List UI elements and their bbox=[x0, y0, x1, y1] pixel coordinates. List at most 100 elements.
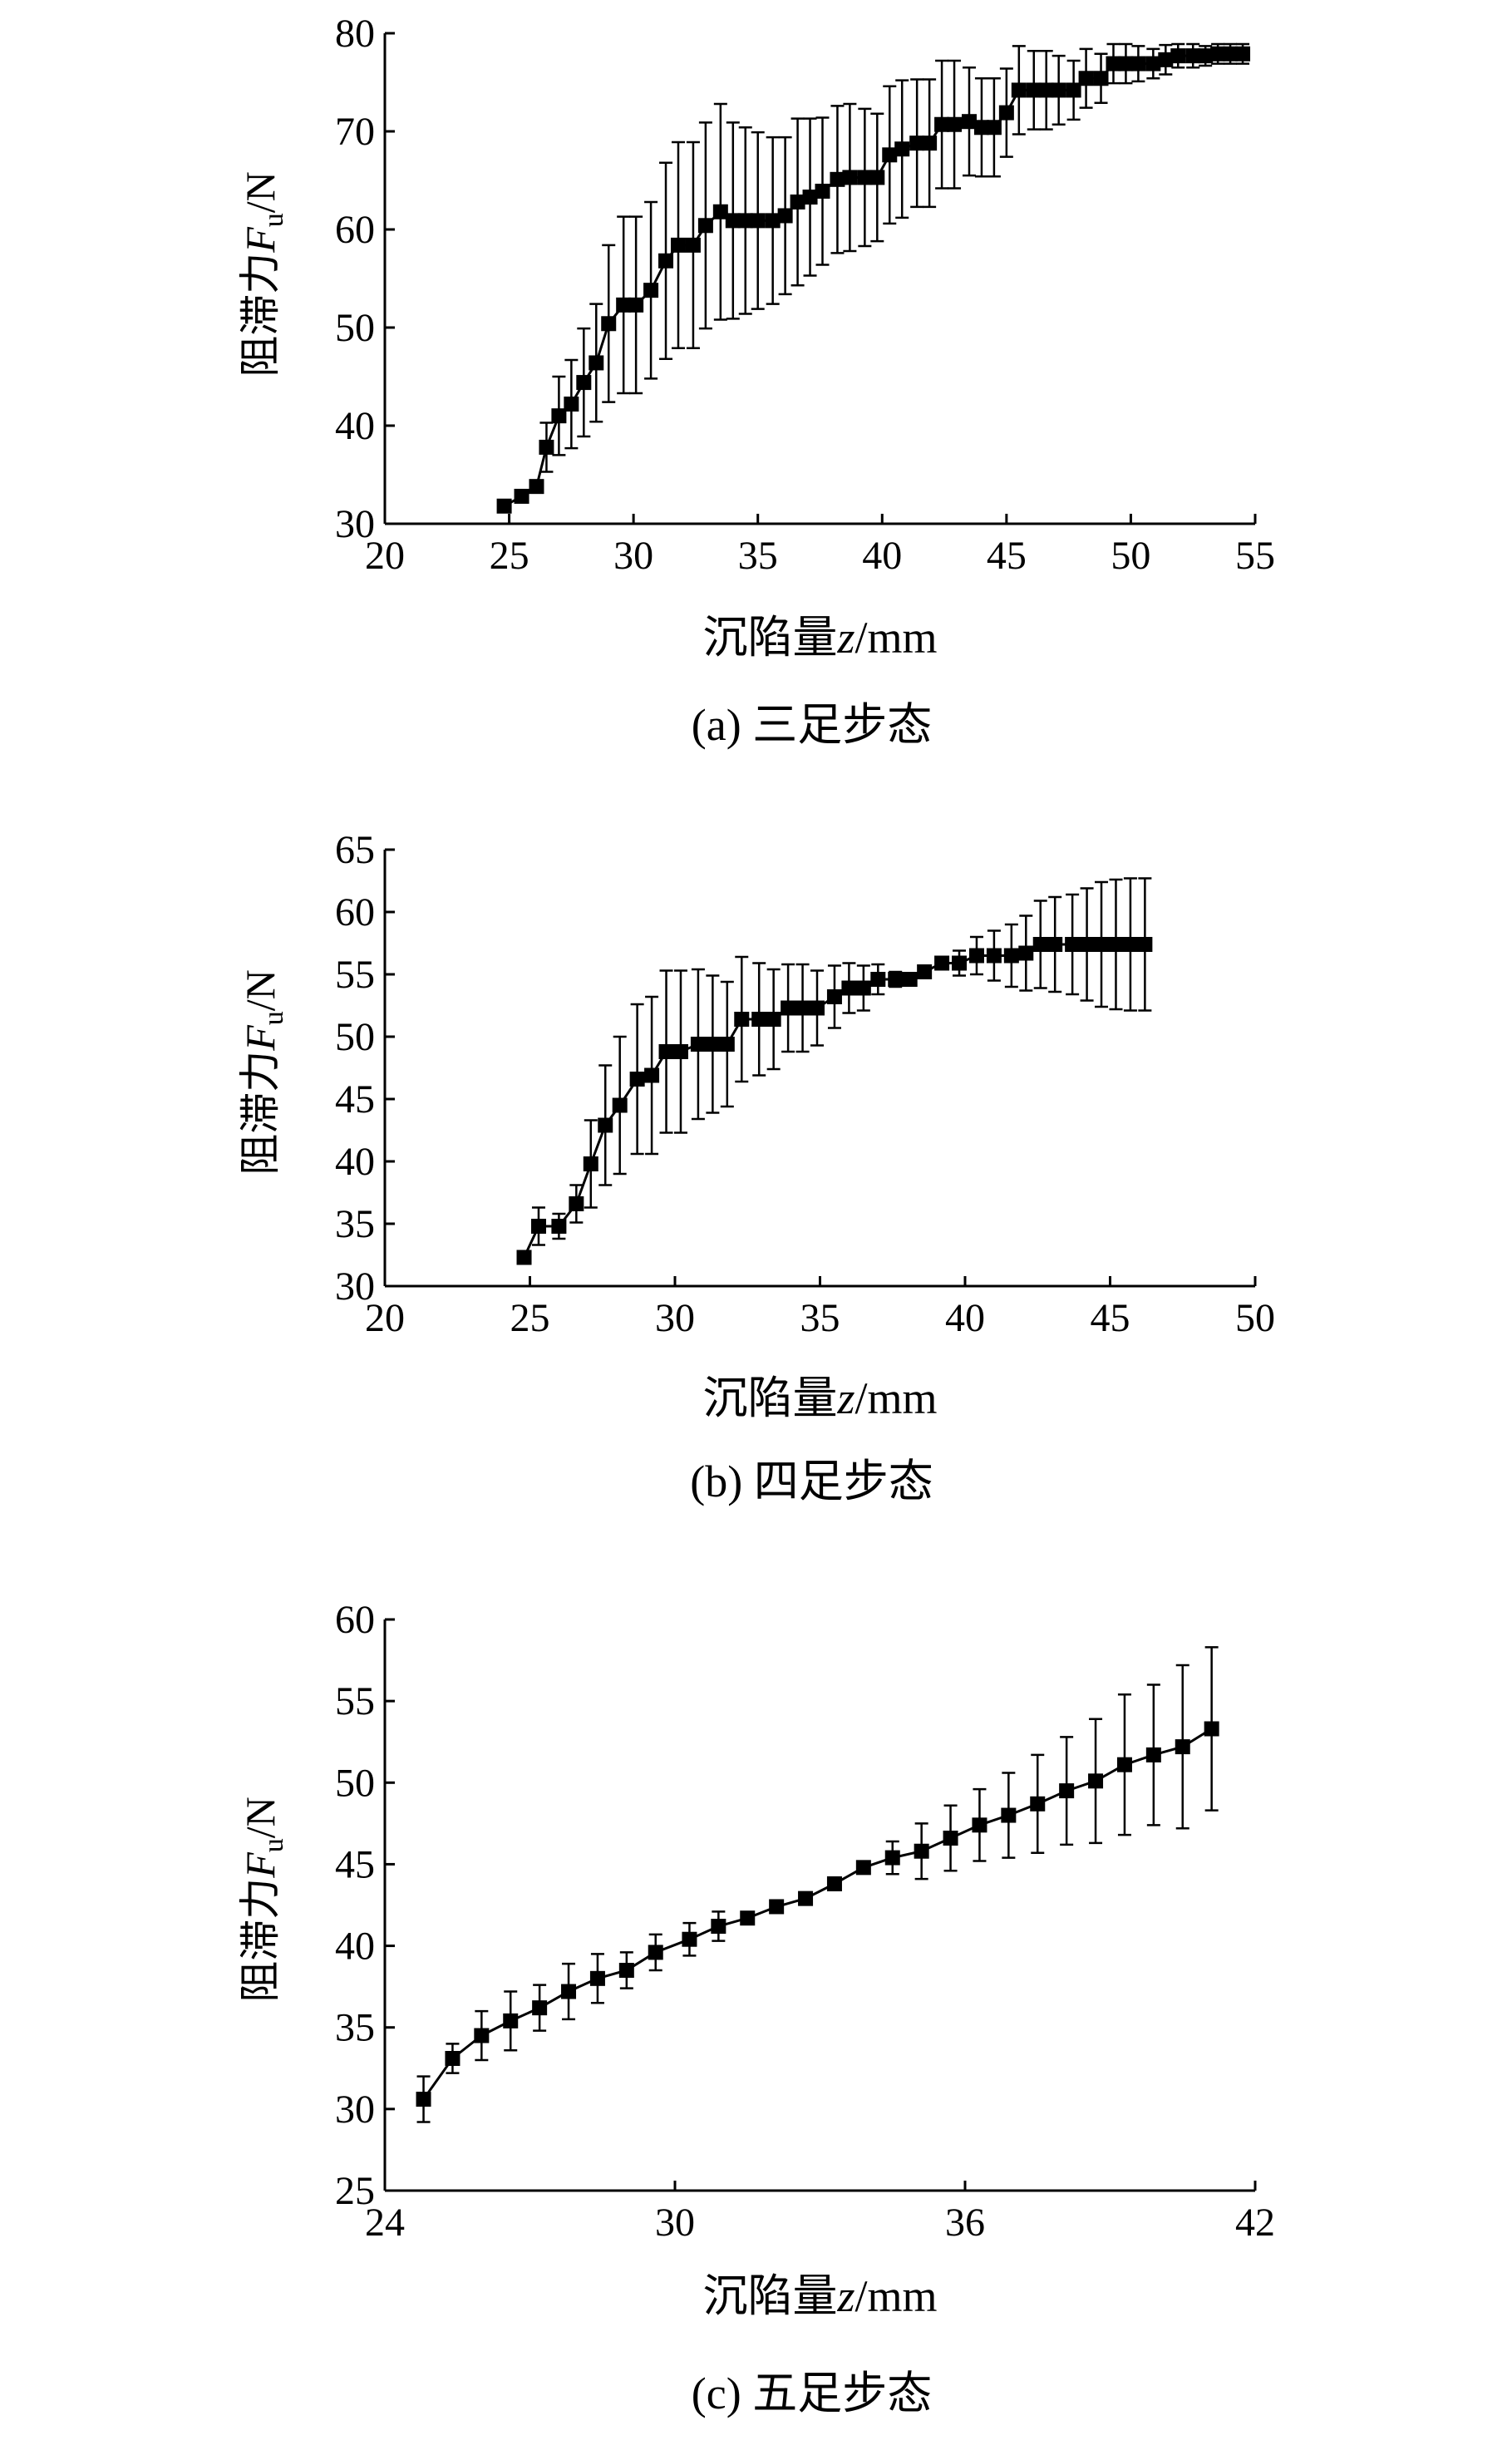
data-point-marker bbox=[1158, 52, 1174, 67]
data-point-marker bbox=[934, 116, 950, 132]
x-tick-label: 55 bbox=[1235, 534, 1275, 578]
chart-caption: (a) 三足步态 bbox=[692, 700, 932, 750]
data-point-marker bbox=[902, 972, 918, 987]
data-point-marker bbox=[914, 1843, 929, 1859]
data-point-marker bbox=[1051, 82, 1066, 98]
x-tick-label: 50 bbox=[1111, 534, 1150, 578]
x-axis-label-var: z bbox=[836, 2271, 855, 2321]
data-point-marker bbox=[1093, 71, 1109, 86]
data-point-marker bbox=[648, 1945, 663, 1960]
data-point-marker bbox=[842, 170, 858, 185]
data-point-marker bbox=[1204, 1721, 1219, 1737]
y-tick-label: 50 bbox=[335, 1015, 375, 1059]
x-axis-label: 沉陷量z/mm bbox=[702, 613, 937, 663]
data-point-marker bbox=[740, 1910, 756, 1926]
y-axis-label: 阻滞力Fu/N bbox=[237, 1797, 289, 2003]
chart-1: 20 25 30 35 40 45 50 30 35 40 45 50 55 60 65 阻滞力Fu/N 沉陷量… bbox=[237, 828, 1275, 1506]
data-point-marker bbox=[810, 1000, 825, 1016]
data-point-marker bbox=[1088, 1773, 1104, 1789]
data-point-marker bbox=[1032, 937, 1048, 952]
y-tick-label: 35 bbox=[335, 2006, 375, 2050]
data-point-marker bbox=[658, 253, 674, 269]
chart-caption: (c) 五足步态 bbox=[692, 2369, 932, 2418]
data-point-marker bbox=[569, 1196, 584, 1211]
data-point-marker bbox=[795, 1000, 810, 1016]
data-point-marker bbox=[711, 1919, 726, 1935]
y-axis-label: 阻滞力Fu/N bbox=[237, 171, 289, 377]
x-tick-label: 45 bbox=[1091, 1296, 1130, 1340]
data-point-marker bbox=[1175, 1739, 1190, 1755]
data-point-marker bbox=[1030, 1796, 1046, 1812]
x-axis-label-prefix: 沉陷量 bbox=[702, 613, 837, 663]
data-point-marker bbox=[629, 1072, 645, 1087]
data-point-marker bbox=[644, 1067, 660, 1083]
x-axis-label-prefix: 沉陷量 bbox=[702, 1373, 837, 1423]
data-point-marker bbox=[1235, 46, 1251, 62]
x-tick-label: 30 bbox=[655, 2201, 695, 2245]
data-point-marker bbox=[1003, 948, 1019, 964]
data-point-marker bbox=[841, 980, 857, 996]
data-point-marker bbox=[857, 170, 873, 185]
data-point-marker bbox=[670, 237, 686, 253]
data-point-marker bbox=[496, 498, 512, 514]
data-point-marker bbox=[474, 2028, 490, 2043]
x-tick-label: 35 bbox=[738, 534, 778, 578]
data-point-marker bbox=[1078, 71, 1094, 86]
data-point-marker bbox=[685, 237, 701, 253]
data-point-marker bbox=[658, 1044, 674, 1059]
data-point-marker bbox=[712, 204, 728, 219]
x-tick-label: 25 bbox=[510, 1296, 550, 1340]
data-point-marker bbox=[1108, 937, 1124, 952]
x-tick-label: 45 bbox=[987, 534, 1027, 578]
x-tick-label: 20 bbox=[365, 1296, 405, 1340]
data-point-marker bbox=[1094, 937, 1110, 952]
data-point-marker bbox=[1185, 48, 1201, 64]
data-point-marker bbox=[589, 1970, 605, 1986]
data-point-marker bbox=[1118, 56, 1134, 71]
data-point-marker bbox=[1066, 82, 1081, 98]
data-point-marker bbox=[961, 114, 977, 130]
data-point-marker bbox=[734, 1012, 750, 1027]
y-axis-label-unit: /N bbox=[237, 969, 283, 1011]
data-point-marker bbox=[1079, 937, 1095, 952]
data-point-marker bbox=[1122, 937, 1138, 952]
data-point-marker bbox=[917, 964, 933, 979]
data-point-marker bbox=[870, 972, 886, 987]
data-point-marker bbox=[986, 120, 1002, 136]
y-axis-label: 阻滞力Fu/N bbox=[237, 969, 289, 1176]
y-axis-label-var: F bbox=[237, 227, 283, 254]
data-point-marker bbox=[909, 136, 925, 151]
series-line bbox=[422, 1728, 1213, 2100]
y-axis-label-var: F bbox=[237, 1852, 283, 1879]
data-point-marker bbox=[416, 2092, 431, 2107]
data-point-marker bbox=[769, 1899, 785, 1915]
data-point-marker bbox=[751, 1012, 767, 1027]
data-point-marker bbox=[826, 989, 842, 1004]
data-point-marker bbox=[781, 1000, 796, 1016]
data-point-marker bbox=[697, 218, 713, 234]
data-point-marker bbox=[968, 948, 984, 964]
y-tick-label: 55 bbox=[335, 953, 375, 997]
y-tick-label: 50 bbox=[335, 306, 375, 350]
data-point-marker bbox=[766, 1012, 781, 1027]
x-tick-label: 35 bbox=[800, 1296, 840, 1340]
data-point-marker bbox=[973, 120, 989, 136]
data-point-marker bbox=[529, 479, 544, 495]
data-point-marker bbox=[737, 213, 753, 229]
data-point-marker bbox=[514, 488, 529, 504]
data-point-marker bbox=[855, 980, 871, 996]
y-axis-label-var: F bbox=[237, 1025, 283, 1052]
data-point-marker bbox=[618, 1963, 634, 1979]
data-point-marker bbox=[1018, 945, 1034, 961]
x-axis-label-prefix: 沉陷量 bbox=[702, 2271, 837, 2321]
data-point-marker bbox=[589, 355, 604, 371]
x-axis-label-unit: /mm bbox=[855, 613, 938, 663]
x-tick-label: 40 bbox=[945, 1296, 985, 1340]
data-point-marker bbox=[1059, 1783, 1075, 1799]
y-tick-label: 30 bbox=[335, 502, 375, 546]
data-point-marker bbox=[947, 116, 963, 132]
data-point-marker bbox=[516, 1250, 532, 1265]
data-point-marker bbox=[532, 2000, 548, 2016]
data-point-marker bbox=[612, 1097, 628, 1113]
x-axis-label-unit: /mm bbox=[855, 2271, 938, 2321]
